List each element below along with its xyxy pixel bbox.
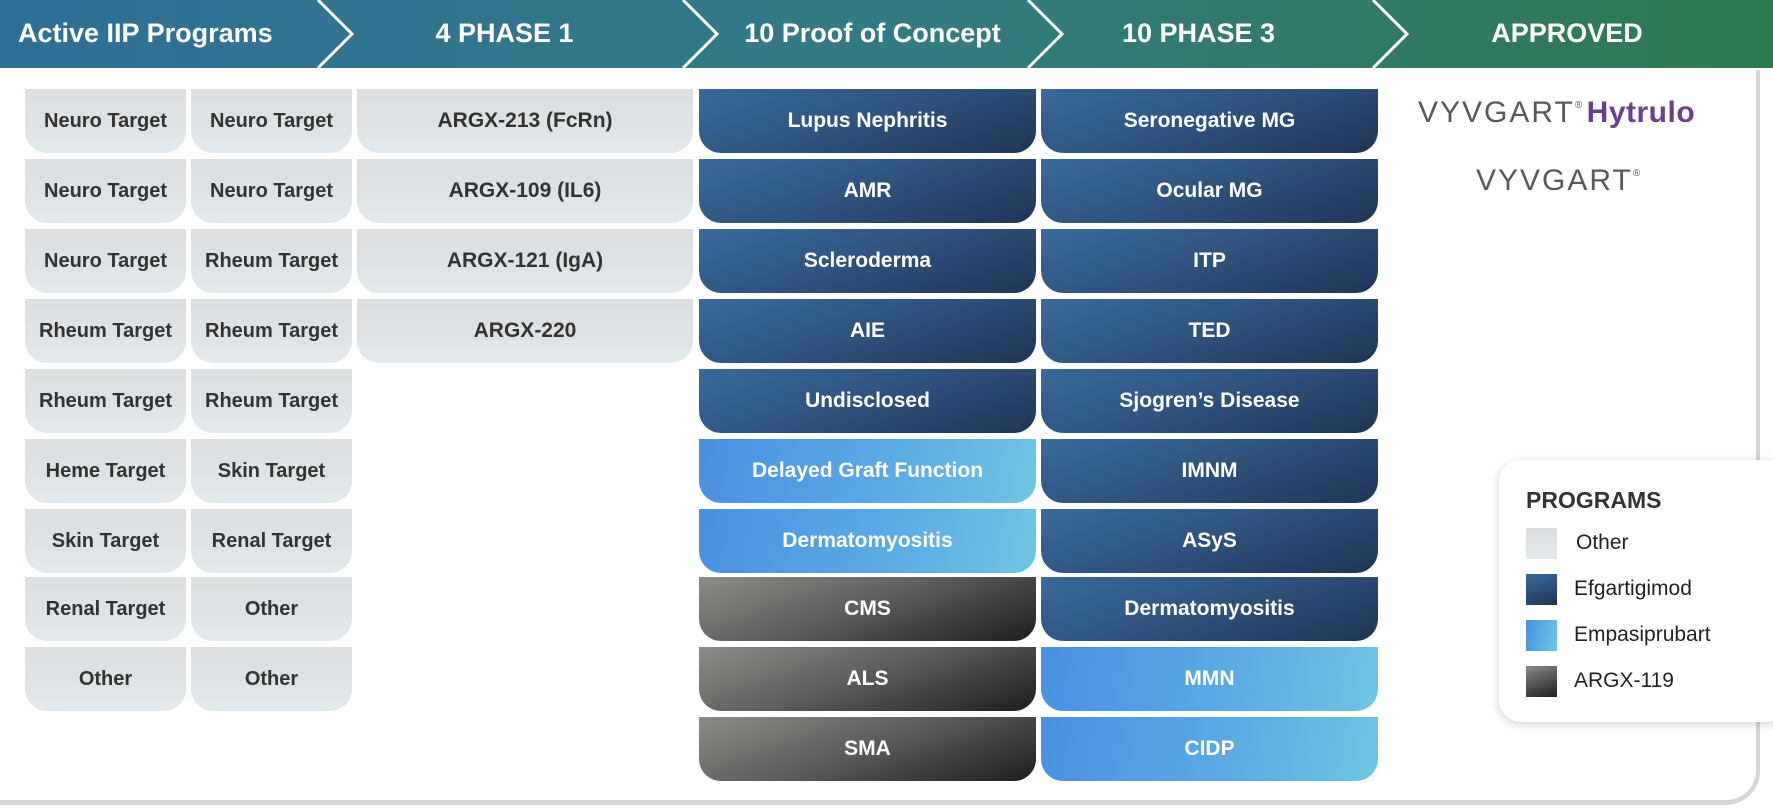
chevron-separator bbox=[316, 0, 355, 70]
vyvgart-wordmark: VYVGART bbox=[1418, 96, 1575, 129]
poc-indication-cell: Delayed Graft Function bbox=[699, 439, 1036, 503]
phase3-indication-cell: CIDP bbox=[1041, 717, 1378, 781]
iip-target-cell: Neuro Target bbox=[191, 159, 352, 223]
iip-target-cell: Neuro Target bbox=[191, 89, 352, 153]
iip-target-cell: Renal Target bbox=[25, 577, 186, 641]
phase3-indication-cell: Seronegative MG bbox=[1041, 89, 1378, 153]
iip-target-cell: Neuro Target bbox=[25, 89, 186, 153]
iip-target-cell: Rheum Target bbox=[191, 229, 352, 293]
iip-target-cell: Neuro Target bbox=[25, 229, 186, 293]
stage-label-proof-of-concept: 10 Proof of Concept bbox=[744, 18, 1001, 48]
poc-indication-cell: CMS bbox=[699, 577, 1036, 641]
stage-label-phase1: 4 PHASE 1 bbox=[435, 18, 574, 48]
iip-target-cell: Rheum Target bbox=[25, 369, 186, 433]
phase3-indication-cell: TED bbox=[1041, 299, 1378, 363]
iip-target-cell: Other bbox=[191, 647, 352, 711]
iip-target-cell: Heme Target bbox=[25, 439, 186, 503]
poc-indication-cell: Lupus Nephritis bbox=[699, 89, 1036, 153]
legend-label: Empasiprubart bbox=[1574, 623, 1711, 646]
phase3-indication-cell: Ocular MG bbox=[1041, 159, 1378, 223]
phase3-indication-cell: Sjogren’s Disease bbox=[1041, 369, 1378, 433]
poc-indication-cell: Scleroderma bbox=[699, 229, 1036, 293]
iip-target-cell: Rheum Target bbox=[25, 299, 186, 363]
header-chevron-band bbox=[0, 0, 1773, 70]
hytrulo-wordmark: Hytrulo bbox=[1586, 96, 1696, 129]
phase1-program-cell: ARGX-121 (IgA) bbox=[357, 229, 693, 293]
iip-target-cell: Other bbox=[191, 577, 352, 641]
stage-label-phase3: 10 PHASE 3 bbox=[1121, 18, 1276, 48]
legend-swatch-argx119 bbox=[1526, 666, 1557, 697]
phase3-indication-cell: ITP bbox=[1041, 229, 1378, 293]
poc-indication-cell: SMA bbox=[699, 717, 1036, 781]
iip-target-cell: Rheum Target bbox=[191, 299, 352, 363]
poc-indication-cell: Undisclosed bbox=[699, 369, 1036, 433]
legend-swatch-other bbox=[1526, 528, 1557, 559]
legend-title: PROGRAMS bbox=[1526, 487, 1662, 513]
pipeline-stage-header: Active IIP Programs 4 PHASE 1 10 Proof o… bbox=[0, 0, 1773, 70]
programs-legend: PROGRAMS Other Efgartigimod Empasiprubar… bbox=[1499, 460, 1773, 722]
poc-indication-cell: AIE bbox=[699, 299, 1036, 363]
vyvgart-hytrulo-logo: VYVGART® Hytrulo bbox=[1418, 96, 1695, 130]
phase1-program-cell: ARGX-109 (IL6) bbox=[357, 159, 693, 223]
phase1-program-cell: ARGX-220 bbox=[357, 299, 693, 363]
vyvgart-wordmark: VYVGART bbox=[1476, 164, 1633, 197]
legend-swatch-empasiprubart bbox=[1526, 620, 1557, 651]
poc-indication-cell: Dermatomyositis bbox=[699, 509, 1036, 573]
chevron-separator bbox=[1371, 0, 1410, 70]
registered-mark-icon: ® bbox=[1574, 100, 1583, 111]
legend-label: ARGX-119 bbox=[1574, 669, 1674, 692]
phase3-indication-cell: ASyS bbox=[1041, 509, 1378, 573]
iip-target-cell: Rheum Target bbox=[191, 369, 352, 433]
iip-target-cell: Skin Target bbox=[25, 509, 186, 573]
phase3-indication-cell: Dermatomyositis bbox=[1041, 577, 1378, 641]
registered-mark-icon: ® bbox=[1632, 168, 1641, 179]
legend-label: Efgartigimod bbox=[1574, 577, 1692, 600]
iip-target-cell: Skin Target bbox=[191, 439, 352, 503]
vyvgart-logo: VYVGART® bbox=[1476, 164, 1640, 198]
chevron-separator bbox=[681, 0, 720, 70]
stage-label-active-iip: Active IIP Programs bbox=[18, 18, 273, 48]
stage-label-approved: APPROVED bbox=[1491, 18, 1643, 48]
iip-target-cell: Other bbox=[25, 647, 186, 711]
poc-indication-cell: AMR bbox=[699, 159, 1036, 223]
phase3-indication-cell: IMNM bbox=[1041, 439, 1378, 503]
phase1-program-cell: ARGX-213 (FcRn) bbox=[357, 89, 693, 153]
poc-indication-cell: ALS bbox=[699, 647, 1036, 711]
iip-target-cell: Neuro Target bbox=[25, 159, 186, 223]
iip-target-cell: Renal Target bbox=[191, 509, 352, 573]
legend-swatch-efgartigimod bbox=[1526, 574, 1557, 605]
legend-label: Other bbox=[1576, 531, 1629, 554]
phase3-indication-cell: MMN bbox=[1041, 647, 1378, 711]
chevron-separator bbox=[1026, 0, 1065, 70]
